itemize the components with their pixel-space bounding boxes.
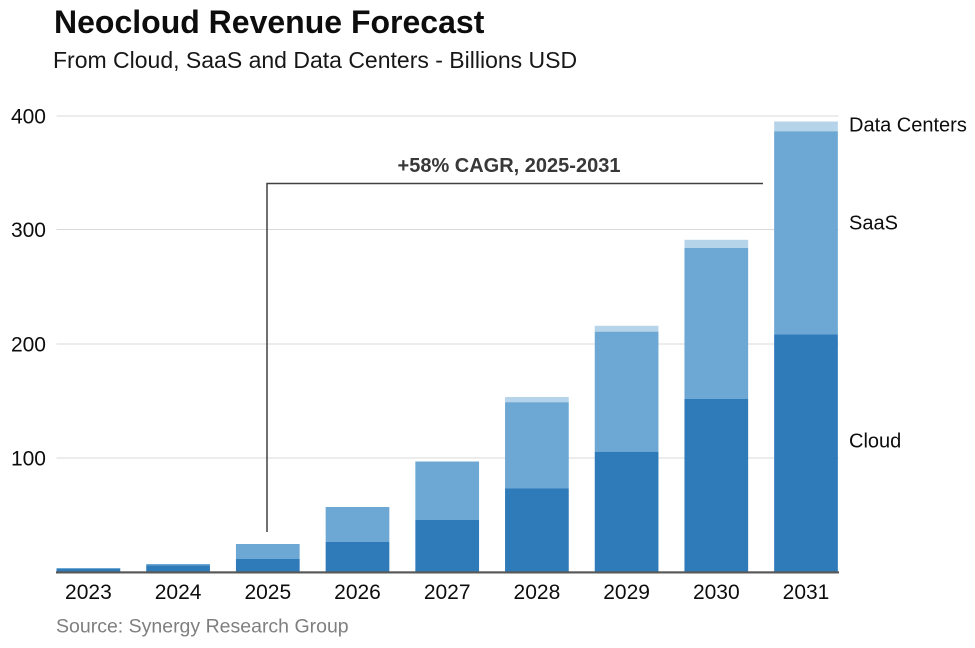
svg-text:2024: 2024 [155, 581, 202, 604]
svg-text:2027: 2027 [424, 581, 471, 604]
svg-text:Neocloud Revenue Forecast: Neocloud Revenue Forecast [54, 4, 485, 40]
svg-text:+58% CAGR, 2025-2031: +58% CAGR, 2025-2031 [398, 155, 621, 177]
svg-text:2031: 2031 [783, 581, 830, 604]
svg-text:2025: 2025 [244, 581, 291, 604]
svg-text:200: 200 [11, 333, 46, 356]
svg-text:2028: 2028 [514, 581, 561, 604]
svg-text:From Cloud, SaaS and Data Cent: From Cloud, SaaS and Data Centers - Bill… [53, 47, 577, 73]
svg-text:2030: 2030 [693, 581, 740, 604]
svg-text:2026: 2026 [334, 581, 381, 604]
svg-text:Data Centers: Data Centers [849, 114, 967, 136]
svg-text:2029: 2029 [603, 581, 650, 604]
svg-text:SaaS: SaaS [849, 213, 898, 235]
svg-text:400: 400 [11, 105, 46, 128]
svg-text:Source: Synergy Research Group: Source: Synergy Research Group [56, 616, 349, 638]
svg-text:Cloud: Cloud [849, 430, 901, 452]
svg-text:100: 100 [11, 447, 46, 470]
svg-text:300: 300 [11, 219, 46, 242]
svg-text:2023: 2023 [65, 581, 112, 604]
